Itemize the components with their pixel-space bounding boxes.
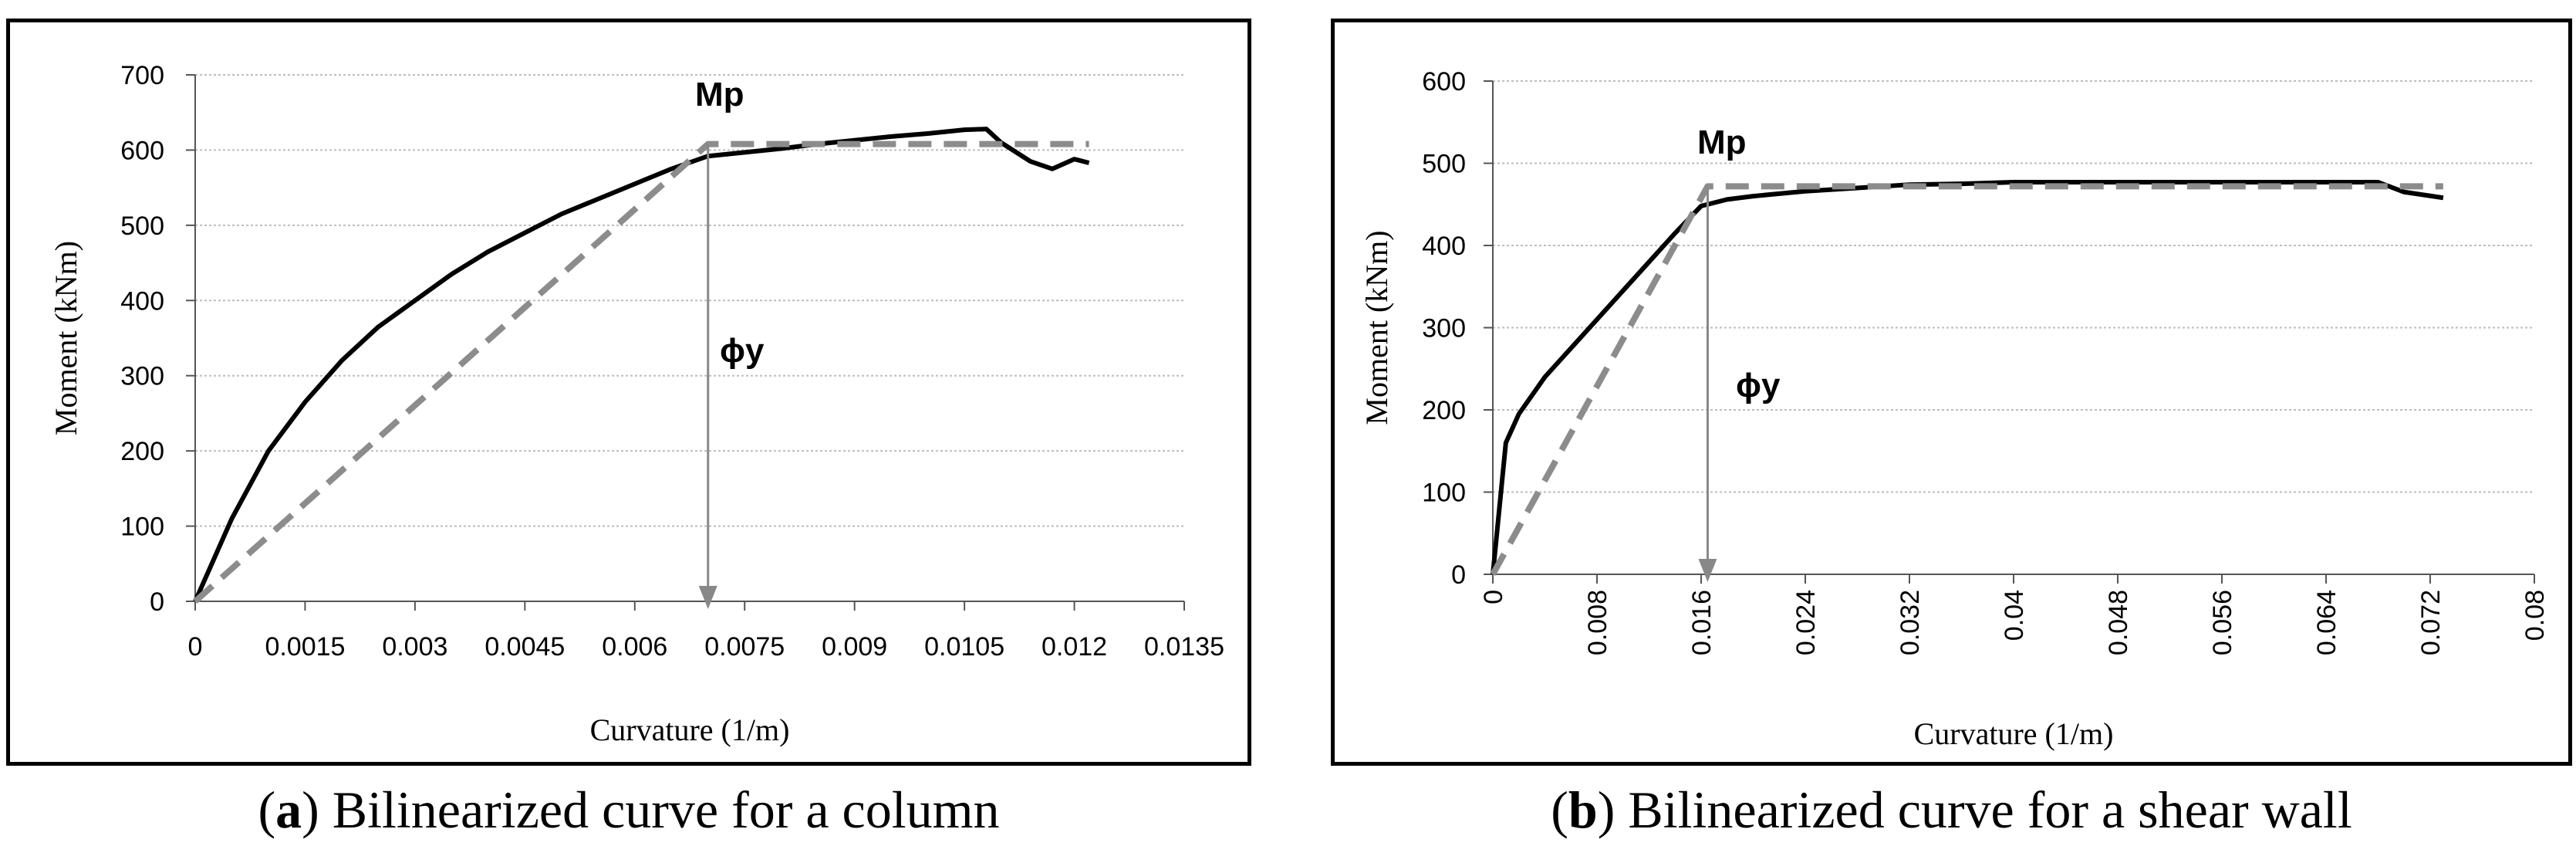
chart-b-y-tick-label: 500: [1422, 150, 1466, 179]
chart-a-y-tick-label: 0: [150, 587, 164, 617]
chart-b-bilinear-series-line: [1490, 183, 2443, 576]
chart-b-x-tick-label: 0.048: [2104, 590, 2133, 655]
chart-b-y-tick-label: 0: [1451, 560, 1466, 590]
chart-b-yield-arrow-head: [1698, 559, 1717, 582]
caption-a-label: a: [275, 780, 302, 839]
chart-b-x-tick-label: 0.08: [2520, 590, 2550, 641]
chart-a-x-tick-label: 0.0105: [924, 632, 1004, 662]
chart-a-moment-curve-series-line: [193, 127, 1090, 603]
caption-a-text: ) Bilinearized curve for a column: [302, 780, 1000, 839]
chart-b-y-tick-label: 200: [1422, 396, 1466, 425]
caption-a: (a) Bilinearized curve for a column: [258, 780, 1000, 839]
chart-b-x-tick-label: 0.016: [1687, 590, 1717, 655]
chart-a-x-tick-label: 0.0135: [1144, 632, 1224, 662]
chart-b-x-tick-label: 0.064: [2312, 590, 2341, 655]
chart-b-x-axis-title: Curvature (1/m): [1914, 716, 2114, 751]
chart-a-x-tick-label: 0.0015: [265, 632, 345, 662]
chart-a-y-tick-label: 400: [120, 286, 164, 316]
chart-b-x-tick-label: 0: [1479, 590, 1508, 604]
chart-b-y-tick-label: 100: [1422, 479, 1466, 508]
chart-a-mp-annotation: Mp: [695, 76, 744, 113]
chart-a-y-tick-label: 600: [120, 136, 164, 165]
caption-b-text: ) Bilinearized curve for a shear wall: [1597, 780, 2352, 839]
chart-a-y-tick-label: 100: [120, 513, 164, 542]
chart-a-y-axis-title: Moment (kNm): [49, 241, 83, 435]
chart-b-moment-curve-series-line: [1491, 179, 2444, 575]
chart-a-x-tick-label: 0: [188, 632, 203, 662]
chart-b-x-tick-label: 0.04: [2000, 590, 2029, 641]
chart-a-yield-arrow-head: [698, 586, 717, 609]
chart-b-svg: 0 100 200 300 400 500 600 0 0.008 0.016 0.024 0.032…: [1359, 67, 2550, 751]
chart-b-x-tick-label: 0.056: [2208, 590, 2237, 655]
chart-a-x-tick-label: 0.009: [822, 632, 887, 662]
caption-b-label: b: [1568, 780, 1598, 839]
chart-b-x-tick-label: 0.008: [1583, 590, 1612, 655]
chart-a-y-tick-label: 300: [120, 362, 164, 391]
chart-panel-a: 0 100 200 300 400 500 600 700 0 0.0015 0.003 0.0045…: [6, 19, 1251, 766]
chart-a-y-tick-label: 700: [120, 61, 164, 90]
chart-a-x-tick-label: 0.012: [1042, 632, 1107, 662]
chart-b-mp-annotation: Mp: [1697, 124, 1747, 161]
chart-b-phi-y-annotation: ϕy: [1736, 367, 1781, 404]
chart-b-y-tick-label: 400: [1422, 232, 1466, 261]
chart-a-x-tick-label: 0.006: [602, 632, 667, 662]
chart-b-y-tick-label: 300: [1422, 314, 1466, 344]
chart-a-y-tick-label: 500: [120, 212, 164, 241]
chart-b-x-tick-label: 0.032: [1896, 590, 1925, 655]
chart-a-x-tick-label: 0.0075: [704, 632, 785, 662]
chart-a-svg: 0 100 200 300 400 500 600 700 0 0.0015 0.003 0.0045…: [49, 61, 1224, 747]
chart-b-y-axis-title: Moment (kNm): [1359, 230, 1394, 425]
chart-a-x-axis-title: Curvature (1/m): [590, 712, 790, 747]
chart-b-y-tick-label: 600: [1422, 67, 1466, 96]
caption-b: (b) Bilinearized curve for a shear wall: [1551, 780, 2352, 839]
chart-panel-b: 0 100 200 300 400 500 600 0 0.008 0.016 0.024 0.032…: [1331, 19, 2572, 766]
chart-a-phi-y-annotation: ϕy: [720, 332, 765, 370]
chart-a-x-tick-label: 0.003: [382, 632, 447, 662]
chart-b-x-tick-label: 0.024: [1791, 590, 1821, 655]
chart-a-y-tick-label: 200: [120, 437, 164, 466]
chart-b-x-tick-label: 0.072: [2416, 590, 2446, 655]
chart-a-x-tick-label: 0.0045: [484, 632, 565, 662]
